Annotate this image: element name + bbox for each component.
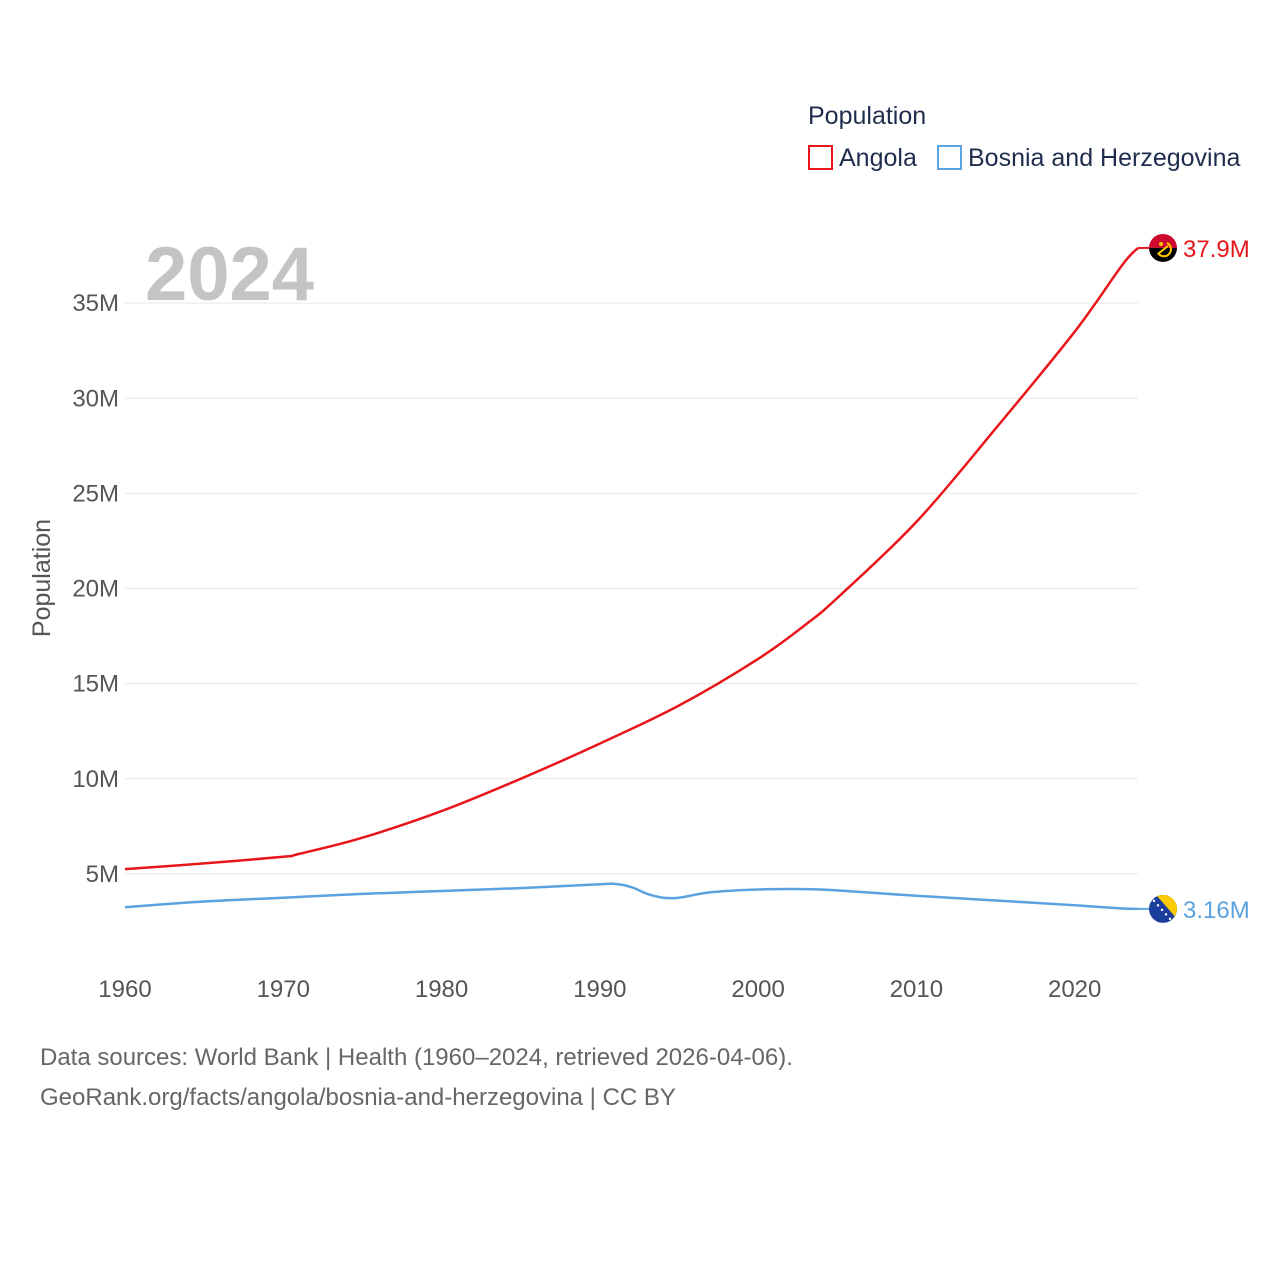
- y-tick-label: 5M: [86, 861, 119, 888]
- legend-label-angola: Angola: [839, 144, 917, 172]
- x-tick-label: 1990: [573, 976, 626, 1003]
- footer-attribution[interactable]: GeoRank.org/facts/angola/bosnia-and-herz…: [40, 1084, 676, 1111]
- angola-flag-icon: [1149, 233, 1177, 262]
- x-tick-label: 2020: [1048, 976, 1101, 1003]
- year-label: 2024: [145, 232, 314, 317]
- y-tick-label: 35M: [72, 290, 119, 317]
- x-tick-label: 1970: [257, 976, 310, 1003]
- footer-sources: Data sources: World Bank | Health (1960–…: [40, 1044, 793, 1071]
- legend-title: Population: [808, 102, 926, 130]
- legend-label-bosnia: Bosnia and Herzegovina: [968, 144, 1240, 172]
- x-tick-label: 1980: [415, 976, 468, 1003]
- y-tick-label: 30M: [72, 385, 119, 412]
- series-lines: [124, 247, 1139, 911]
- legend-swatch-angola: [808, 145, 833, 170]
- gridlines: [125, 302, 1138, 875]
- legend-swatch-bosnia: [937, 145, 962, 170]
- end-value-label: 3.16M: [1183, 897, 1250, 924]
- end-markers: 37.9M 3.16M: [1138, 233, 1250, 924]
- y-axis-ticks: 5M 10M 15M 20M 25M 30M 35M: [72, 290, 119, 888]
- y-tick-label: 10M: [72, 766, 119, 793]
- y-tick-label: 20M: [72, 576, 119, 603]
- legend-item-angola[interactable]: Angola: [808, 144, 917, 172]
- y-tick-label: 25M: [72, 480, 119, 507]
- x-tick-label: 2010: [890, 976, 943, 1003]
- x-tick-label: 1960: [98, 976, 151, 1003]
- x-tick-label: 2000: [731, 976, 784, 1003]
- legend-item-bosnia[interactable]: Bosnia and Herzegovina: [937, 144, 1240, 172]
- series-line-bosnia-and-herzegovina[interactable]: [124, 882, 1139, 911]
- bosnia-flag-icon: [1149, 894, 1177, 923]
- y-axis-title: Population: [28, 519, 56, 637]
- end-value-label: 37.9M: [1183, 236, 1250, 263]
- legend[interactable]: Population Angola Bosnia and Herzegovina: [808, 102, 1240, 172]
- series-line-angola[interactable]: [124, 247, 1139, 871]
- y-tick-label: 15M: [72, 671, 119, 698]
- x-axis-ticks: 1960 1970 1980 1990 2000 2010 2020: [98, 976, 1101, 1003]
